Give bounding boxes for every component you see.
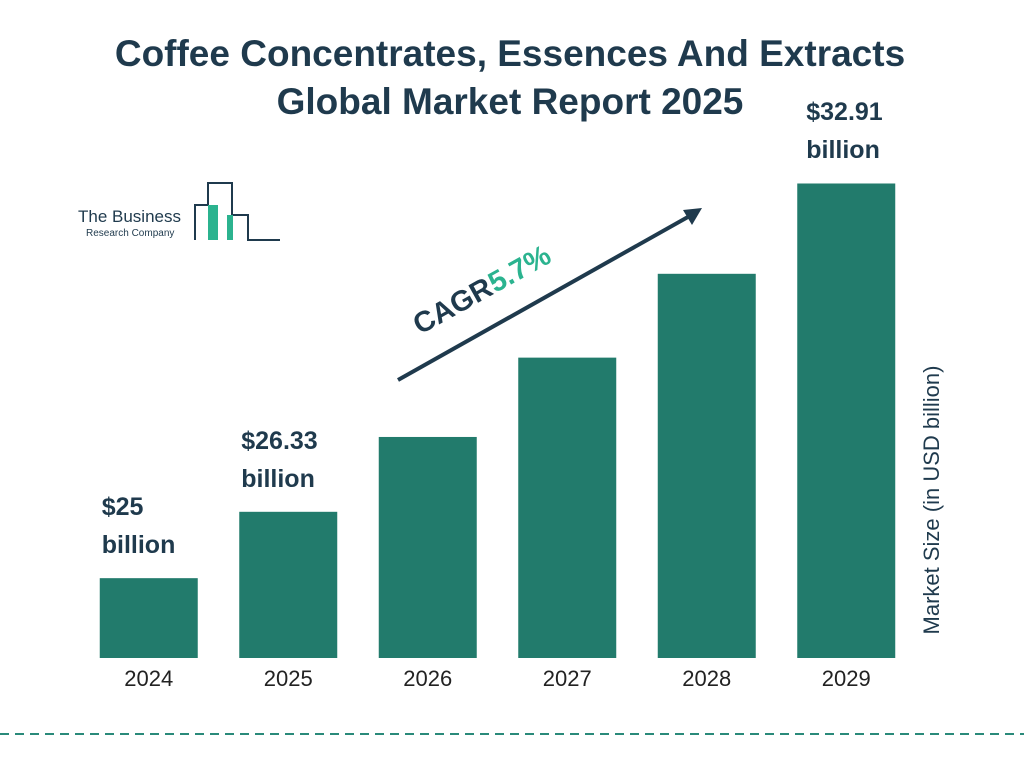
value-label: $26.33 billion: [241, 426, 318, 493]
cagr-arrow: [397, 211, 696, 382]
cagr: CAGR 5.7%: [408, 239, 557, 341]
bar: [239, 511, 338, 658]
y-axis-label: Market Size (in USD billion): [919, 365, 944, 635]
bar: [99, 578, 198, 658]
value-label: $32.91 billion: [806, 98, 883, 165]
bar: [378, 436, 477, 658]
x-tick-label: 2029: [821, 666, 871, 691]
logo-line2: Research Company: [86, 228, 174, 239]
logo-mark: [194, 182, 280, 241]
x-tick-label: 2025: [263, 666, 313, 691]
bar: [797, 183, 896, 658]
x-tick-label: 2028: [682, 666, 732, 691]
chart-title: Coffee Concentrates, Essences And Extrac…: [114, 33, 906, 122]
x-tick-label: 2026: [403, 666, 453, 691]
cagr-arrowhead: [683, 208, 702, 225]
x-tick-label: 2024: [124, 666, 174, 691]
logo-line1: The Business: [78, 207, 181, 226]
bar: [657, 273, 756, 658]
x-tick-label: 2027: [542, 666, 592, 691]
cagr-value: 5.7%: [483, 239, 557, 299]
bar: [518, 357, 617, 658]
value-label: $25 billion: [101, 493, 176, 560]
